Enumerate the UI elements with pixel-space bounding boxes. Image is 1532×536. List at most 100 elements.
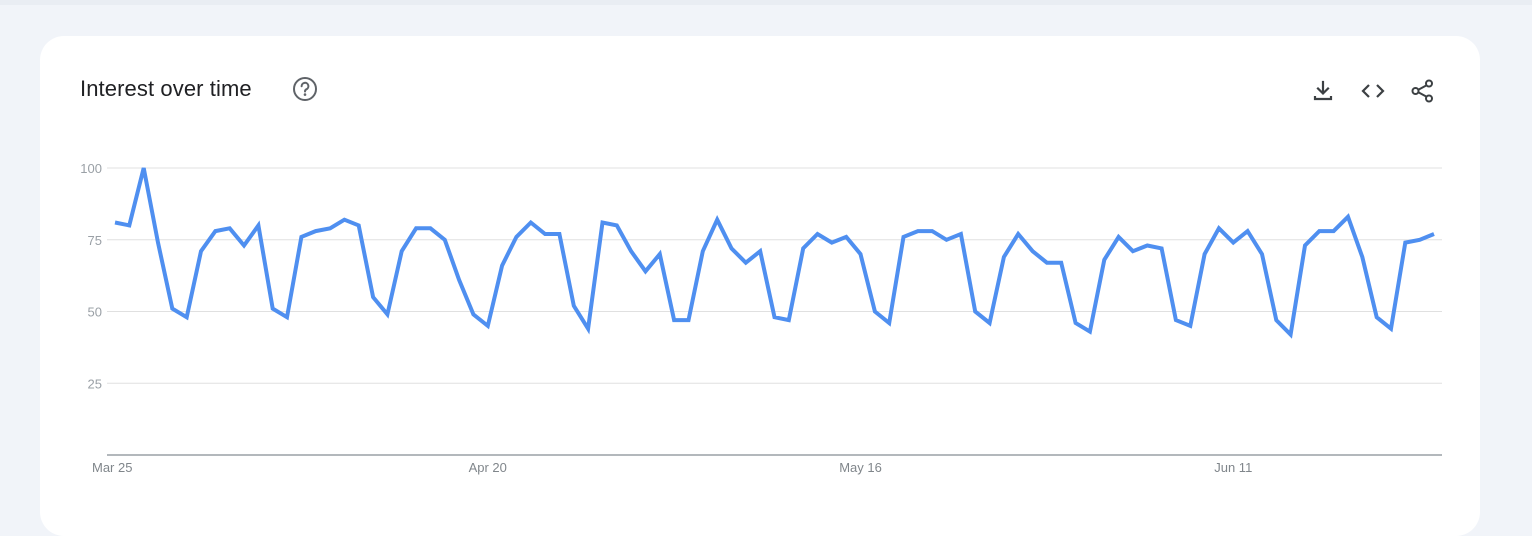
data-point[interactable]: [195, 245, 207, 257]
data-point[interactable]: [1113, 231, 1125, 243]
interest-line-chart: 100 75 50 25 Mar 25 Apr 20 May 16 Jun 11: [80, 161, 1442, 475]
data-point[interactable]: [1428, 228, 1440, 240]
data-point[interactable]: [683, 314, 695, 326]
data-point[interactable]: [726, 242, 738, 254]
data-point[interactable]: [769, 311, 781, 323]
data-point[interactable]: [525, 217, 537, 229]
data-point[interactable]: [1156, 242, 1168, 254]
data-point[interactable]: [353, 219, 365, 231]
data-point[interactable]: [1041, 257, 1053, 269]
data-point[interactable]: [1256, 248, 1268, 260]
data-point[interactable]: [1084, 326, 1096, 338]
data-point[interactable]: [310, 225, 322, 237]
data-point[interactable]: [1184, 320, 1196, 332]
data-point[interactable]: [1027, 245, 1039, 257]
data-point[interactable]: [1414, 234, 1426, 246]
data-point[interactable]: [396, 245, 408, 257]
data-point[interactable]: [711, 214, 723, 226]
data-point[interactable]: [1399, 237, 1411, 249]
data-point[interactable]: [898, 231, 910, 243]
data-point[interactable]: [209, 225, 221, 237]
data-point[interactable]: [1242, 225, 1254, 237]
data-point[interactable]: [166, 303, 178, 315]
embed-button[interactable]: [1358, 78, 1388, 104]
data-point[interactable]: [109, 217, 121, 229]
data-point[interactable]: [654, 248, 666, 260]
data-point[interactable]: [338, 214, 350, 226]
data-point[interactable]: [324, 222, 336, 234]
data-point[interactable]: [424, 222, 436, 234]
data-point[interactable]: [367, 291, 379, 303]
data-point[interactable]: [826, 237, 838, 249]
data-point[interactable]: [1328, 225, 1340, 237]
data-point[interactable]: [984, 317, 996, 329]
data-point[interactable]: [582, 323, 594, 335]
data-point[interactable]: [812, 228, 824, 240]
data-point[interactable]: [482, 320, 494, 332]
data-point[interactable]: [1270, 314, 1282, 326]
data-point[interactable]: [1227, 237, 1239, 249]
x-tick-label: Mar 25: [92, 460, 132, 475]
data-point[interactable]: [926, 225, 938, 237]
data-point[interactable]: [1299, 240, 1311, 252]
data-point[interactable]: [912, 225, 924, 237]
data-point[interactable]: [869, 306, 881, 318]
data-point[interactable]: [568, 300, 580, 312]
data-point[interactable]: [797, 242, 809, 254]
data-point[interactable]: [553, 228, 565, 240]
data-point[interactable]: [840, 231, 852, 243]
data-point[interactable]: [381, 308, 393, 320]
data-point[interactable]: [439, 234, 451, 246]
data-point[interactable]: [1098, 254, 1110, 266]
data-point[interactable]: [740, 257, 752, 269]
data-point[interactable]: [267, 303, 279, 315]
data-point[interactable]: [955, 228, 967, 240]
data-point[interactable]: [855, 248, 867, 260]
data-point[interactable]: [1285, 329, 1297, 341]
data-point[interactable]: [453, 274, 465, 286]
data-point[interactable]: [1385, 323, 1397, 335]
help-circle-icon[interactable]: [292, 76, 318, 102]
download-button[interactable]: [1308, 78, 1338, 104]
data-point[interactable]: [181, 311, 193, 323]
data-point[interactable]: [1141, 240, 1153, 252]
data-point[interactable]: [941, 234, 953, 246]
data-point[interactable]: [123, 219, 135, 231]
data-point[interactable]: [640, 265, 652, 277]
share-button[interactable]: [1408, 78, 1438, 104]
data-point[interactable]: [969, 306, 981, 318]
data-point[interactable]: [1012, 228, 1024, 240]
data-point[interactable]: [410, 222, 422, 234]
data-point[interactable]: [1371, 311, 1383, 323]
x-tick-label: Apr 20: [469, 460, 507, 475]
data-point[interactable]: [1213, 222, 1225, 234]
data-point[interactable]: [883, 317, 895, 329]
data-point[interactable]: [1070, 317, 1082, 329]
data-point[interactable]: [467, 308, 479, 320]
data-point[interactable]: [998, 251, 1010, 263]
data-point[interactable]: [754, 245, 766, 257]
data-point[interactable]: [252, 219, 264, 231]
data-point[interactable]: [1313, 225, 1325, 237]
data-point[interactable]: [668, 314, 680, 326]
data-point[interactable]: [496, 260, 508, 272]
data-point[interactable]: [611, 219, 623, 231]
data-point[interactable]: [1342, 211, 1354, 223]
data-point[interactable]: [597, 217, 609, 229]
data-point[interactable]: [224, 222, 236, 234]
data-point[interactable]: [783, 314, 795, 326]
data-point[interactable]: [510, 231, 522, 243]
data-point[interactable]: [1356, 251, 1368, 263]
data-point[interactable]: [1170, 314, 1182, 326]
data-point[interactable]: [152, 237, 164, 249]
data-point[interactable]: [1127, 245, 1139, 257]
data-point[interactable]: [625, 245, 637, 257]
data-point[interactable]: [1199, 248, 1211, 260]
data-point[interactable]: [697, 245, 709, 257]
data-point[interactable]: [138, 162, 150, 174]
data-point[interactable]: [281, 311, 293, 323]
data-point[interactable]: [295, 231, 307, 243]
data-point[interactable]: [1055, 257, 1067, 269]
data-point[interactable]: [539, 228, 551, 240]
data-point[interactable]: [238, 240, 250, 252]
